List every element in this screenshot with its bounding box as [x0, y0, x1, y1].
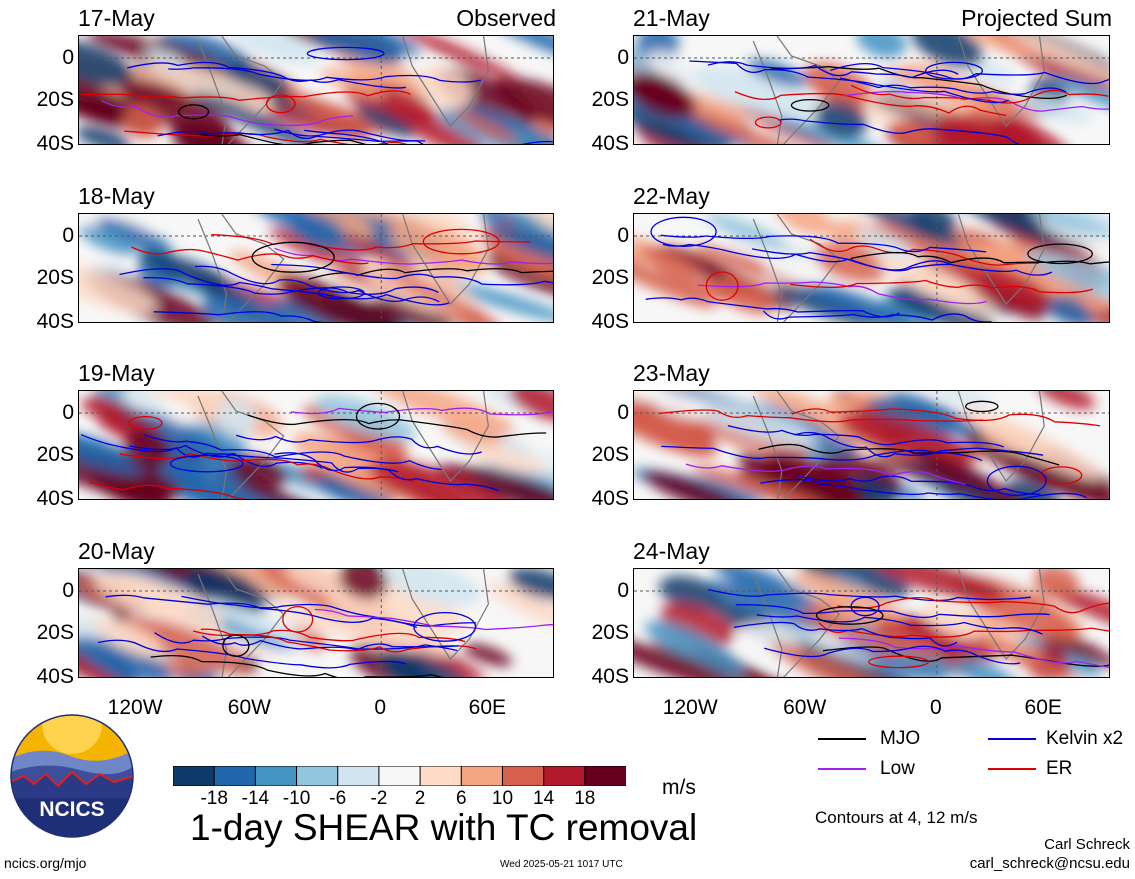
lat-label: 40S [591, 665, 629, 688]
lon-label: 0 [930, 696, 942, 719]
colorbar-swatches [172, 765, 628, 787]
panel-corner-label-5: Projected Sum [961, 5, 1112, 31]
lat-label: 40S [36, 132, 74, 155]
map-panel-8 [633, 568, 1110, 678]
lat-label: 20S [591, 88, 629, 111]
colorbar-tick-label: -2 [370, 788, 388, 809]
lat-label: 40S [591, 310, 629, 333]
lon-label: 0 [374, 696, 387, 719]
map-panel-6 [633, 213, 1110, 323]
footer-url: ncics.org/mjo [4, 855, 87, 871]
colorbar-tick-label: -10 [282, 788, 311, 809]
panel-date-3: 19-May [78, 360, 155, 386]
colorbar-swatch [213, 765, 257, 787]
colorbar-swatch [419, 765, 463, 787]
footer-timestamp: Wed 2025-05-21 1017 UTC [500, 859, 623, 870]
legend-label-er: ER [1046, 758, 1073, 779]
colorbar-swatch [254, 765, 298, 787]
legend-line-kelvin [988, 738, 1036, 740]
lon-label: 120W [662, 696, 718, 719]
panel-date-1: 17-May [78, 5, 155, 31]
map-panel-4 [78, 568, 554, 678]
lon-label: 60W [783, 696, 827, 719]
colorbar-tick-label: 2 [414, 788, 426, 809]
map-panel-7 [633, 390, 1110, 500]
ncics-logo-graphic [10, 714, 134, 838]
lon-label: 60W [227, 696, 271, 719]
colorbar-tick-label: -6 [329, 788, 347, 809]
lat-label: 0 [62, 579, 74, 602]
lat-label: 0 [617, 224, 629, 247]
contours-note: Contours at 4, 12 m/s [815, 808, 978, 827]
colorbar-tick-label: 10 [491, 788, 514, 809]
colorbar [172, 765, 628, 787]
map-panel-5 [633, 35, 1110, 145]
lat-label: 0 [617, 579, 629, 602]
lat-label: 20S [36, 88, 74, 111]
lat-label: 0 [62, 224, 74, 247]
lat-label: 20S [36, 443, 74, 466]
colorbar-swatch [296, 765, 339, 787]
colorbar-swatch [543, 765, 586, 787]
colorbar-tick-label: 18 [574, 788, 596, 809]
lon-label: 60E [468, 696, 507, 719]
legend-line-low [818, 768, 866, 770]
panel-date-6: 22-May [633, 183, 710, 209]
footer-author: Carl Schreck [1044, 836, 1130, 853]
lat-label: 40S [591, 487, 629, 510]
colorbar-tick-label: 14 [533, 788, 555, 809]
colorbar-tick-label: -18 [200, 788, 228, 809]
panel-date-5: 21-May [633, 5, 710, 31]
colorbar-swatch [378, 765, 422, 787]
ncics-logo: NCICS [10, 714, 134, 838]
panel-date-7: 23-May [633, 360, 710, 386]
lat-label: 40S [591, 132, 629, 155]
colorbar-units: m/s [662, 776, 696, 799]
legend-label-low: Low [880, 758, 915, 779]
map-panel-2 [78, 213, 554, 323]
colorbar-swatch [460, 765, 504, 787]
lat-label: 40S [36, 310, 74, 333]
lat-label: 0 [617, 46, 629, 69]
map-panel-1 [78, 35, 554, 145]
panel-date-4: 20-May [78, 538, 155, 564]
lat-label: 40S [36, 487, 74, 510]
lat-label: 0 [62, 46, 74, 69]
legend-label-kelvin: Kelvin x2 [1046, 728, 1124, 749]
footer-email: carl_schreck@ncsu.edu [969, 855, 1130, 872]
lat-label: 0 [617, 401, 629, 424]
lon-label: 120W [107, 696, 163, 719]
lon-label: 60E [1024, 696, 1062, 719]
colorbar-swatch [584, 765, 628, 787]
lat-label: 20S [591, 621, 629, 644]
legend-line-mjo [818, 738, 866, 740]
logo-text: NCICS [39, 798, 105, 821]
figure-title: 1-day SHEAR with TC removal [190, 807, 698, 848]
legend-label-mjo: MJO [880, 728, 921, 749]
lat-label: 20S [591, 443, 629, 466]
colorbar-tick-label: 6 [455, 788, 467, 809]
lat-label: 20S [591, 266, 629, 289]
lat-label: 0 [62, 401, 74, 424]
lat-label: 20S [36, 621, 74, 644]
legend-line-er [988, 768, 1036, 770]
map-panel-3 [78, 390, 554, 500]
lat-label: 20S [36, 266, 74, 289]
panel-date-8: 24-May [633, 538, 710, 564]
lat-label: 40S [36, 665, 74, 688]
panel-corner-label-1: Observed [456, 5, 556, 31]
panel-date-2: 18-May [78, 183, 155, 209]
colorbar-swatch [501, 765, 545, 787]
colorbar-swatch [337, 765, 380, 787]
colorbar-tick-label: -14 [241, 788, 270, 809]
colorbar-swatch [172, 765, 216, 787]
